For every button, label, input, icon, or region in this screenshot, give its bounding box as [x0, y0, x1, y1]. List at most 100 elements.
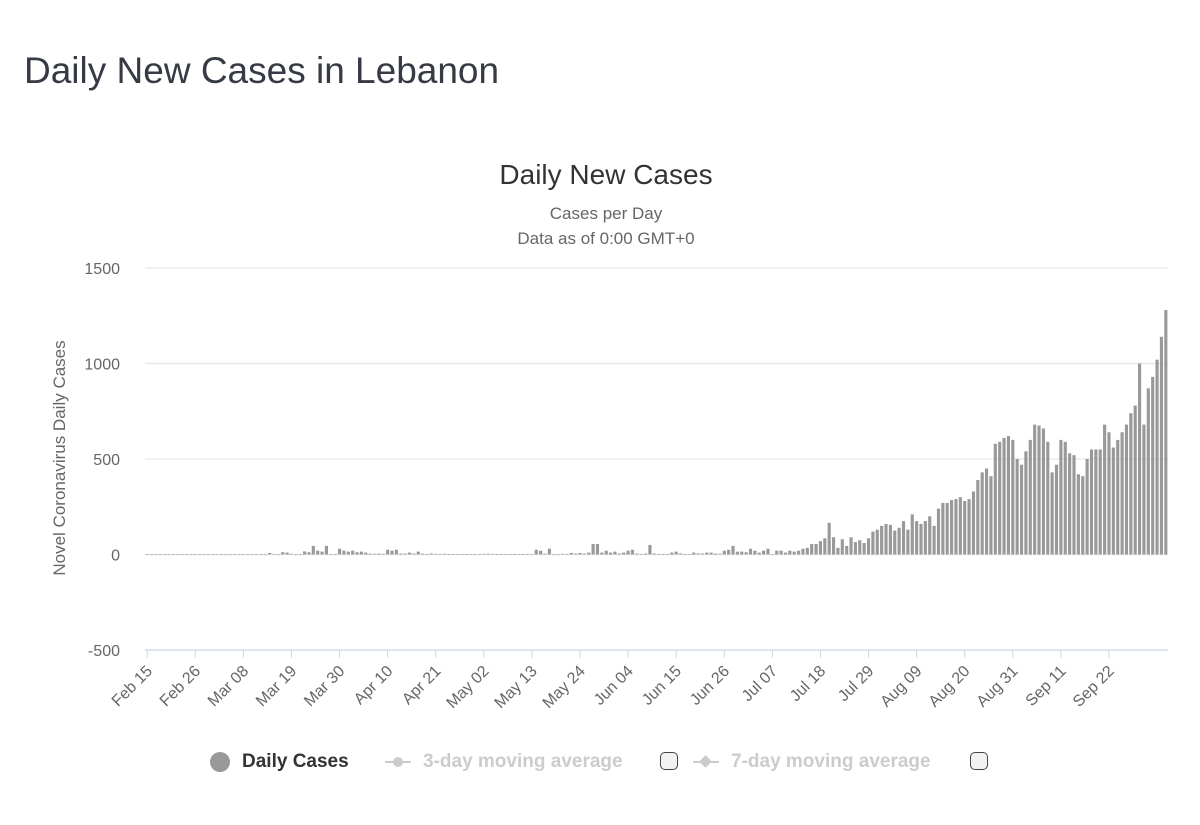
bar	[263, 554, 267, 556]
bar	[928, 516, 932, 555]
bar	[748, 548, 753, 555]
bar	[1019, 464, 1024, 555]
bar	[1046, 441, 1050, 555]
x-tick-label: Jun 15	[639, 663, 685, 709]
bar	[412, 553, 416, 555]
bar	[578, 552, 582, 555]
x-tick-label: Jul 18	[787, 663, 829, 705]
bar	[783, 552, 788, 555]
bar	[149, 554, 154, 556]
bar	[477, 554, 482, 555]
bar	[193, 554, 197, 556]
bar	[941, 502, 945, 555]
legend-label-daily-cases: Daily Cases	[242, 751, 349, 772]
bar	[495, 554, 499, 555]
bar	[845, 545, 849, 555]
bar	[574, 553, 578, 555]
legend-item-daily-cases[interactable]: Daily Cases	[210, 744, 349, 780]
bar	[403, 553, 407, 555]
legend-label-7-day-average: 7-day moving average	[731, 751, 931, 772]
bar	[967, 499, 971, 555]
bar	[451, 554, 455, 555]
bar	[1111, 447, 1115, 555]
bar	[1033, 424, 1037, 555]
bar	[700, 553, 704, 555]
bar	[543, 553, 547, 555]
bar	[250, 554, 254, 556]
bar	[792, 551, 796, 555]
bar	[346, 551, 350, 555]
y-axis-title: Novel Coronavirus Daily Cases	[50, 340, 69, 575]
bar	[329, 554, 333, 556]
bar	[342, 550, 346, 555]
bar	[268, 552, 272, 555]
bar	[805, 547, 809, 555]
bar	[932, 525, 936, 555]
bar	[1054, 464, 1059, 555]
bar	[1081, 476, 1085, 555]
bar	[530, 554, 534, 555]
bar	[565, 554, 569, 555]
bar	[490, 553, 495, 555]
7-day-average-checkbox[interactable]	[970, 752, 988, 770]
bar	[224, 554, 228, 556]
bar	[254, 554, 259, 556]
bar	[678, 553, 683, 555]
bar	[394, 549, 398, 555]
bar	[1129, 413, 1133, 555]
bar	[880, 525, 884, 555]
x-tick-label: Aug 09	[878, 663, 926, 711]
x-tick-label: Mar 30	[301, 663, 348, 710]
bar	[473, 554, 477, 556]
bar	[827, 522, 831, 555]
bar	[674, 551, 678, 555]
bar	[744, 552, 748, 555]
bar	[595, 544, 600, 555]
bar	[862, 543, 866, 555]
bar	[687, 554, 691, 555]
x-tick-label: Aug 20	[926, 663, 974, 711]
bar	[447, 554, 451, 555]
bar	[888, 524, 892, 555]
bar	[735, 551, 739, 555]
legend-item-3-day-average[interactable]: 3-day moving average	[385, 744, 623, 780]
bar	[945, 502, 949, 555]
bar	[504, 554, 508, 555]
bar	[591, 544, 595, 555]
bar	[836, 547, 840, 555]
bar	[600, 552, 604, 555]
bar	[289, 553, 294, 555]
y-tick-label: 0	[111, 548, 120, 565]
bar	[1028, 439, 1032, 555]
bar	[788, 550, 792, 555]
bar	[145, 554, 149, 556]
bar	[180, 554, 184, 556]
bar	[840, 539, 844, 555]
chart-legend: Daily Cases 3-day moving average 7-day m…	[0, 744, 1200, 780]
bar	[456, 554, 460, 555]
bar-series-daily-cases	[145, 310, 1168, 556]
chart-subtitle-line2: Data as of 0:00 GMT+0	[517, 229, 694, 248]
bar	[954, 499, 958, 555]
page-title: Daily New Cases in Lebanon	[24, 50, 500, 91]
bar	[1164, 310, 1168, 555]
bar	[582, 553, 586, 555]
bar	[460, 554, 464, 555]
bar	[1059, 439, 1063, 555]
bar	[272, 553, 276, 555]
legend-item-7-day-average[interactable]: 7-day moving average	[693, 744, 931, 780]
bar	[657, 553, 661, 555]
bar	[980, 472, 984, 555]
bar	[762, 550, 766, 555]
3-day-average-checkbox[interactable]	[660, 752, 678, 770]
bar	[407, 552, 412, 555]
bar	[731, 545, 735, 555]
bar	[963, 501, 967, 555]
bar	[233, 554, 237, 556]
bar	[993, 443, 997, 555]
bar	[525, 553, 530, 555]
bar	[604, 550, 608, 555]
bar	[950, 500, 954, 555]
bar	[311, 545, 315, 555]
bar	[1072, 455, 1076, 555]
